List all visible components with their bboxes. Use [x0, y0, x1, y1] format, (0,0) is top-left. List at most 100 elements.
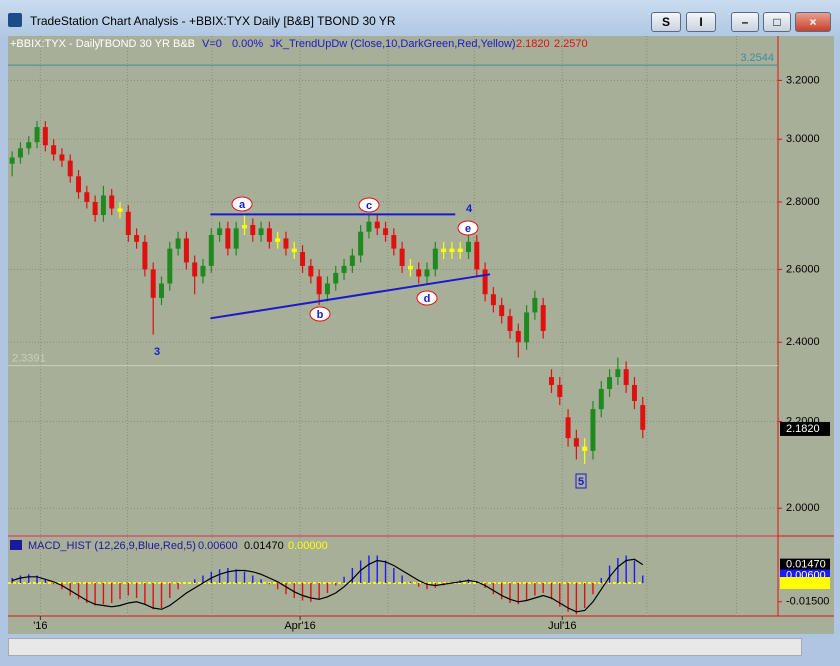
close-button[interactable]: × [795, 12, 831, 32]
reference-label: 3.2544 [740, 52, 774, 64]
candle-body [109, 195, 115, 209]
candle-body [598, 388, 604, 410]
chart-header: B&B [173, 38, 195, 50]
candle-body [383, 228, 389, 236]
candle-body [125, 211, 131, 236]
y-tick-label: 3.2000 [786, 74, 820, 86]
candle-body [573, 438, 579, 447]
candle-body [316, 276, 322, 295]
wave-marker [358, 197, 380, 213]
macd-icon [10, 540, 22, 550]
candle-body [42, 127, 48, 146]
wave-marker [457, 220, 479, 236]
candle-body [507, 316, 513, 331]
window-title: TradeStation Chart Analysis - +BBIX:TYX … [30, 14, 396, 28]
wave-label: e [465, 223, 471, 235]
chart-header: TBOND 30 YR [98, 38, 170, 50]
candle-body [324, 283, 330, 295]
i-button[interactable]: I [686, 12, 716, 32]
wave-marker [309, 306, 331, 322]
macd-line [11, 558, 644, 613]
y-tick-label: 2.4000 [786, 336, 820, 348]
candle-body [474, 241, 480, 270]
candle-body [557, 384, 563, 397]
chart-header: JK_TrendUpDw (Close,10,DarkGreen,Red,Yel… [270, 38, 516, 50]
candle-body [233, 228, 239, 249]
y-tick-label: 2.0000 [786, 502, 820, 514]
reference-label: 2.3391 [12, 353, 46, 365]
candle-body [441, 248, 447, 253]
chart-header: 0.00% [232, 38, 263, 50]
candle-body [134, 235, 140, 242]
last-price-box [780, 421, 830, 436]
candle-body [457, 248, 463, 253]
candle-body [266, 228, 272, 242]
candle-body [175, 238, 181, 249]
macd-header: 0.00000 [288, 540, 328, 552]
candle-body [407, 265, 413, 270]
candle-body [291, 248, 297, 253]
candle-body [565, 417, 571, 439]
trendline [210, 273, 491, 320]
wave-marker [575, 473, 587, 489]
candle-body [499, 305, 505, 317]
scrollbar[interactable] [8, 638, 802, 656]
y-tick-label: 2.6000 [786, 263, 820, 275]
candle-body [374, 221, 380, 229]
candle-body [159, 283, 165, 298]
candle-body [208, 235, 214, 266]
wave-label: d [424, 293, 431, 305]
last-price-label: 2.1820 [786, 423, 820, 435]
y-tick-box [780, 558, 830, 571]
candle-body [532, 297, 538, 313]
y-tick-label: 3.0000 [786, 133, 820, 145]
maximize-button[interactable]: □ [763, 12, 791, 32]
wave-label: 3 [154, 346, 160, 358]
candle-body [607, 377, 613, 389]
candle-body [623, 369, 629, 385]
candle-body [26, 142, 32, 149]
candle-body [300, 252, 306, 266]
x-tick-label: Jul'16 [548, 620, 576, 632]
candle-body [416, 269, 422, 277]
candle-body [100, 195, 106, 216]
candle-body [192, 262, 198, 277]
candle-body [333, 272, 339, 284]
minimize-button[interactable]: – [731, 12, 759, 32]
candle-body [366, 221, 372, 232]
candle-body [432, 248, 438, 270]
candle-body [67, 160, 73, 177]
wave-label: 4 [466, 203, 473, 215]
candle-body [590, 409, 596, 451]
chart-header: +BBIX:TYX - Daily [10, 38, 101, 50]
candle-body [424, 269, 430, 277]
wave-label: b [317, 309, 324, 321]
wave-marker [416, 290, 438, 306]
s-button[interactable]: S [651, 12, 681, 32]
candle-body [482, 269, 488, 295]
candle-body [9, 157, 15, 164]
candle-body [200, 265, 206, 277]
y-tick-label: 0.00000 [786, 577, 826, 589]
candle-body [76, 176, 82, 193]
candle-body [449, 248, 455, 253]
candle-body [275, 238, 281, 242]
candle-body [640, 405, 646, 430]
wave-label: c [366, 200, 372, 212]
candle-body [540, 305, 546, 331]
candle-body [167, 248, 173, 284]
candle-body [84, 192, 90, 202]
chart-header: V=0 [202, 38, 222, 50]
candle-body [582, 446, 588, 451]
y-tick-label: 2.8000 [786, 196, 820, 208]
candle-body [142, 241, 148, 270]
candle-body [183, 238, 189, 263]
candle-body [391, 235, 397, 249]
candle-body [225, 228, 231, 249]
date-panel [8, 616, 834, 634]
candle-body [308, 265, 314, 277]
candle-body [615, 369, 621, 378]
chart-header: 2.1820 [516, 38, 550, 50]
wave-label: a [239, 199, 246, 211]
